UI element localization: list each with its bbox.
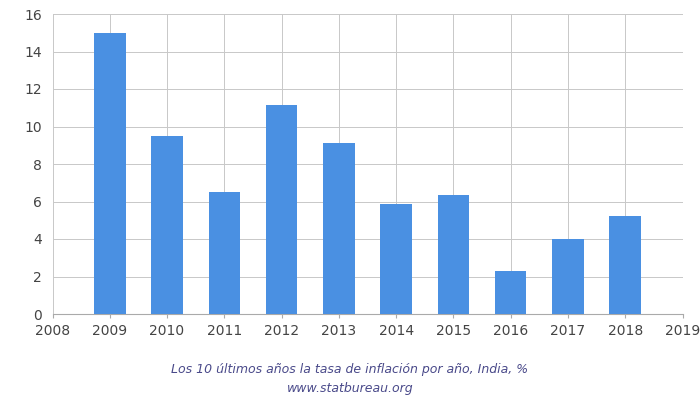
Bar	[151, 136, 183, 314]
Bar	[438, 194, 469, 314]
Bar	[266, 104, 298, 314]
Bar	[94, 33, 125, 314]
Bar	[610, 216, 641, 314]
Bar	[380, 204, 412, 314]
Bar	[495, 271, 526, 314]
Text: Los 10 últimos años la tasa de inflación por año, India, %: Los 10 últimos años la tasa de inflación…	[172, 364, 528, 376]
Bar	[323, 143, 355, 314]
Text: www.statbureau.org: www.statbureau.org	[287, 382, 413, 395]
Bar	[552, 239, 584, 314]
Bar	[209, 192, 240, 314]
